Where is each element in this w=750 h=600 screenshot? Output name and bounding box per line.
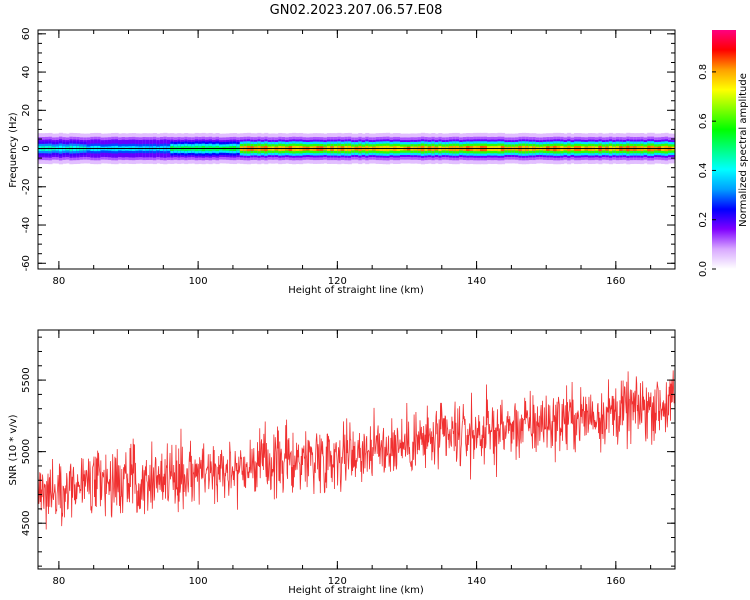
snr-background (38, 330, 675, 569)
y-tick-label: 0 (21, 145, 32, 151)
spectrogram-x-label: Height of straight line (km) (288, 285, 424, 296)
x-tick-label: 120 (328, 576, 347, 587)
x-tick-label: 120 (328, 276, 347, 287)
snr-y-label: SNR (10 * v/v) (8, 414, 19, 485)
snr-y-ticks: 5500 5000 4500 (21, 336, 675, 567)
colorbar-tick-label: 0.2 (698, 212, 709, 228)
y-tick-label: 5000 (21, 439, 32, 464)
colorbar-tick-label: 0.6 (698, 113, 709, 129)
spectrogram-x-ticks: 80 100 120 140 160 (53, 30, 652, 287)
x-tick-label: 140 (467, 276, 486, 287)
x-tick-label: 100 (189, 276, 208, 287)
colorbar-label: Normalized spectral amplitude (738, 73, 749, 227)
colorbar-tick-label: 0.8 (698, 64, 709, 80)
colorbar: 0.0 0.2 0.4 0.6 0.8 Normalized spectral ampl… (698, 30, 749, 277)
y-tick-label: -40 (21, 217, 32, 233)
y-tick-label: 5500 (21, 367, 32, 392)
y-tick-label: 4500 (21, 510, 32, 535)
y-tick-label: 20 (21, 104, 32, 117)
x-tick-label: 80 (53, 276, 66, 287)
colorbar-ticks: 0.0 0.2 0.4 0.6 0.8 (698, 64, 716, 277)
colorbar-tick-label: 0.0 (698, 261, 709, 277)
x-tick-label: 100 (189, 576, 208, 587)
snr-x-ticks: 80 100 120 140 160 (53, 330, 652, 587)
snr-x-label: Height of straight line (km) (288, 585, 424, 596)
x-tick-label: 160 (606, 576, 625, 587)
spectrogram-y-ticks: 60 40 20 0 -20 -40 -60 (21, 27, 675, 271)
x-tick-label: 80 (53, 576, 66, 587)
y-tick-label: -60 (21, 255, 32, 271)
x-tick-label: 140 (467, 576, 486, 587)
y-tick-label: -20 (21, 179, 32, 195)
spectrogram-y-label: Frequency (Hz) (8, 112, 19, 188)
y-tick-label: 40 (21, 66, 32, 79)
snr-series-line (38, 370, 675, 530)
snr-frame (37, 329, 676, 570)
spectrogram-panel: 80 100 120 140 160 60 40 20 0 -20 -40 -60 Height o… (8, 27, 676, 296)
spectrogram-frame (37, 29, 676, 270)
figure-title: GN02.2023.207.06.57.E08 (270, 3, 443, 18)
snr-panel: 80 100 120 140 160 5500 5000 4500 Height of st… (8, 329, 676, 596)
colorbar-tick-label: 0.4 (698, 162, 709, 178)
x-tick-label: 160 (606, 276, 625, 287)
y-tick-label: 60 (21, 27, 32, 40)
colorbar-scale (712, 30, 736, 269)
